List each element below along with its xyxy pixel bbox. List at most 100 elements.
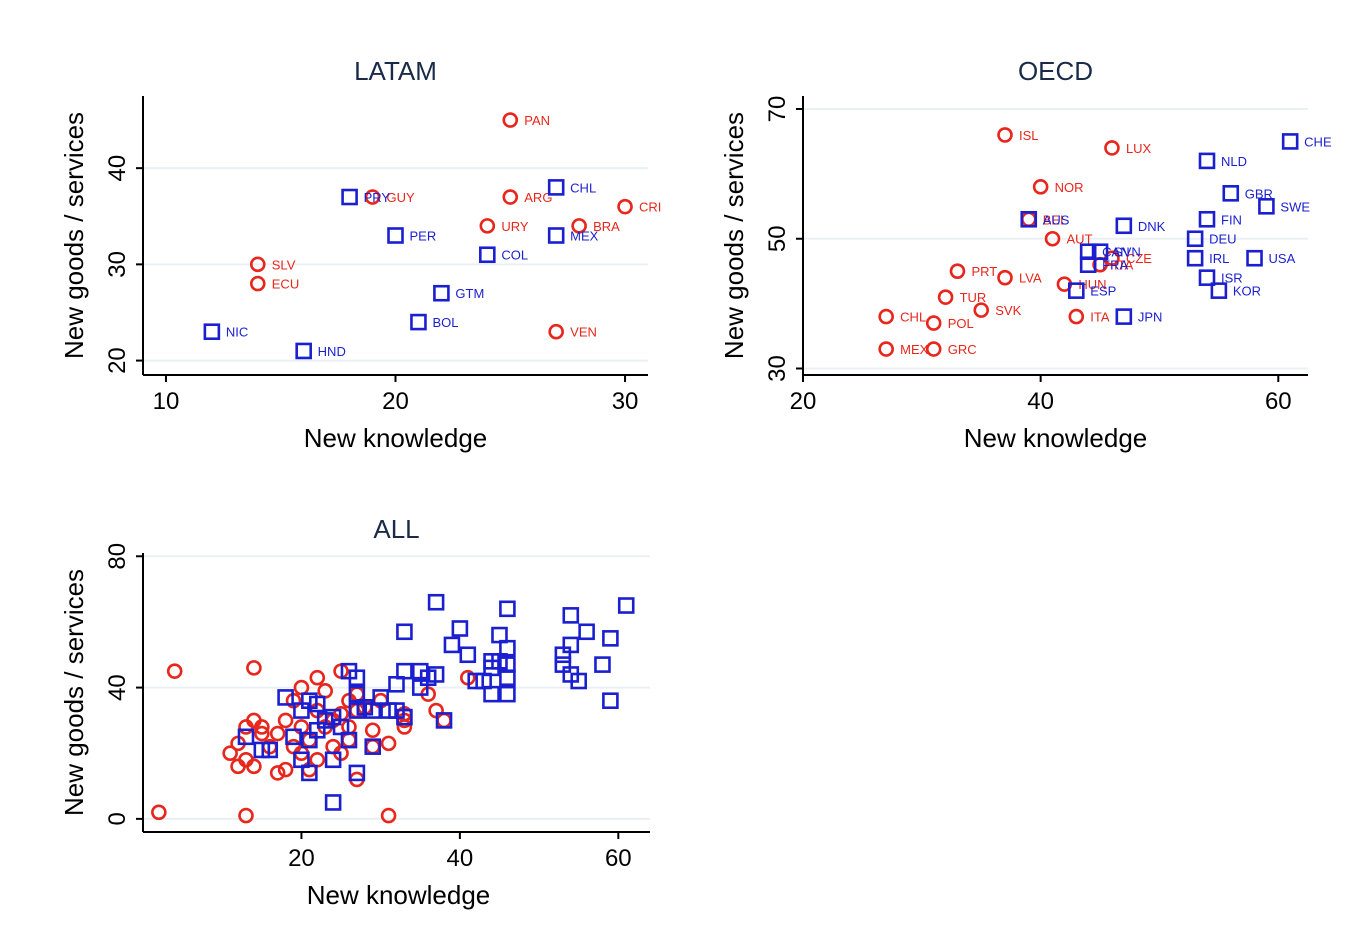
point-label: HUN bbox=[1078, 277, 1106, 292]
point-label: CHL bbox=[900, 310, 926, 325]
data-point-square bbox=[1020, 210, 1038, 228]
point-label: NLD bbox=[1221, 154, 1247, 169]
x-tick-label: 20 bbox=[288, 845, 315, 872]
y-tick-label: 20 bbox=[104, 347, 131, 374]
data-point-square bbox=[332, 718, 350, 736]
point-label: CHE bbox=[1304, 134, 1332, 149]
data-point-circle bbox=[925, 315, 942, 331]
data-point-square bbox=[237, 728, 255, 746]
point-label: NOR bbox=[1055, 180, 1084, 195]
data-point-circle bbox=[277, 712, 294, 729]
point-label: GTM bbox=[455, 286, 484, 301]
data-point-square bbox=[324, 751, 342, 769]
point-label: CHL bbox=[570, 180, 596, 195]
data-point-square bbox=[285, 728, 302, 746]
data-point-square bbox=[277, 689, 294, 706]
data-point-circle bbox=[925, 341, 942, 357]
data-point-square bbox=[316, 712, 334, 729]
data-point-circle bbox=[249, 275, 266, 292]
point-label: PRY bbox=[364, 190, 391, 205]
x-tick-label: 10 bbox=[153, 388, 180, 415]
x-tick-label: 20 bbox=[382, 388, 409, 415]
y-axis-label: New goods / services bbox=[719, 112, 749, 359]
x-tick-label: 30 bbox=[612, 388, 639, 415]
y-axis-label: New goods / services bbox=[59, 569, 89, 816]
point-label: VEN bbox=[570, 325, 597, 340]
data-point-square bbox=[602, 630, 619, 647]
point-label: SVN bbox=[1114, 245, 1141, 260]
data-point-circle bbox=[269, 725, 286, 742]
data-point-square bbox=[1091, 243, 1109, 261]
data-point-circle bbox=[309, 669, 326, 686]
data-point-square bbox=[348, 669, 366, 687]
point-label: JPN bbox=[1138, 310, 1163, 325]
point-label: ISL bbox=[1019, 128, 1039, 143]
point-label: DNK bbox=[1138, 219, 1166, 234]
x-tick-label: 60 bbox=[605, 845, 632, 872]
data-point-circle bbox=[937, 289, 954, 305]
point-label: ECU bbox=[272, 277, 299, 292]
data-point-square bbox=[301, 731, 318, 749]
data-point-square bbox=[411, 662, 429, 680]
panel-all: 20 40 60 0 40 80 ALL New knowledge New goods / s… bbox=[59, 514, 650, 910]
point-label: PRT bbox=[971, 264, 997, 279]
point-label: NIC bbox=[226, 325, 248, 340]
data-point-circle bbox=[878, 308, 894, 325]
data-point-circle bbox=[396, 719, 413, 735]
point-label: KOR bbox=[1233, 284, 1261, 299]
y-tick-label: 50 bbox=[764, 225, 791, 252]
data-point-square bbox=[547, 227, 565, 244]
data-point-square bbox=[594, 656, 611, 673]
point-label: ESP bbox=[1090, 284, 1116, 299]
x-tick-label: 60 bbox=[1265, 388, 1292, 415]
data-point-square bbox=[1079, 256, 1097, 273]
data-point-circle bbox=[238, 719, 254, 735]
chart-title: LATAM bbox=[354, 56, 437, 86]
data-point-circle bbox=[548, 323, 564, 340]
data-point-square bbox=[293, 751, 310, 769]
x-axis-label: New knowledge bbox=[304, 423, 488, 453]
data-point-circle bbox=[238, 751, 254, 768]
point-label: PAN bbox=[524, 113, 550, 128]
data-point-square bbox=[341, 188, 358, 206]
point-label: ISR bbox=[1221, 271, 1243, 286]
point-label: ARG bbox=[524, 190, 552, 205]
data-point-square bbox=[602, 692, 619, 710]
point-label: IRL bbox=[1209, 251, 1229, 266]
point-label: BOL bbox=[432, 315, 458, 330]
data-point-circle bbox=[364, 722, 381, 739]
data-point-square bbox=[1186, 230, 1204, 248]
data-point-square bbox=[1186, 249, 1204, 267]
data-point-square bbox=[1115, 308, 1133, 325]
data-point-circle bbox=[502, 189, 519, 205]
data-point-circle bbox=[1044, 230, 1061, 247]
data-point-circle bbox=[269, 765, 286, 781]
data-point-square bbox=[499, 600, 516, 618]
data-point-square bbox=[364, 738, 382, 755]
data-point-circle bbox=[949, 263, 966, 279]
data-point-square bbox=[1198, 210, 1216, 228]
data-point-square bbox=[410, 313, 427, 331]
data-point-circle bbox=[502, 112, 519, 128]
data-point-circle bbox=[479, 218, 496, 234]
point-label: PER bbox=[410, 229, 437, 244]
point-label: COL bbox=[501, 248, 528, 263]
data-point-square bbox=[1067, 282, 1085, 299]
data-point-square bbox=[554, 646, 572, 664]
point-label: CZE bbox=[1126, 251, 1152, 266]
data-point-square bbox=[388, 675, 405, 693]
y-axis-label: New goods / services bbox=[59, 112, 89, 359]
data-point-circle bbox=[973, 302, 990, 318]
data-point-circle bbox=[380, 735, 397, 752]
x-tick-label: 40 bbox=[447, 845, 474, 872]
point-label: AUS bbox=[1043, 212, 1070, 227]
point-label: TUR bbox=[960, 290, 987, 305]
point-label: DEU bbox=[1209, 232, 1236, 247]
data-point-square bbox=[1198, 269, 1216, 286]
data-point-circle bbox=[277, 761, 294, 778]
y-tick-label: 80 bbox=[104, 543, 131, 570]
point-label: POL bbox=[948, 316, 974, 331]
plot-area bbox=[803, 96, 1308, 375]
chart-title: ALL bbox=[373, 514, 419, 544]
